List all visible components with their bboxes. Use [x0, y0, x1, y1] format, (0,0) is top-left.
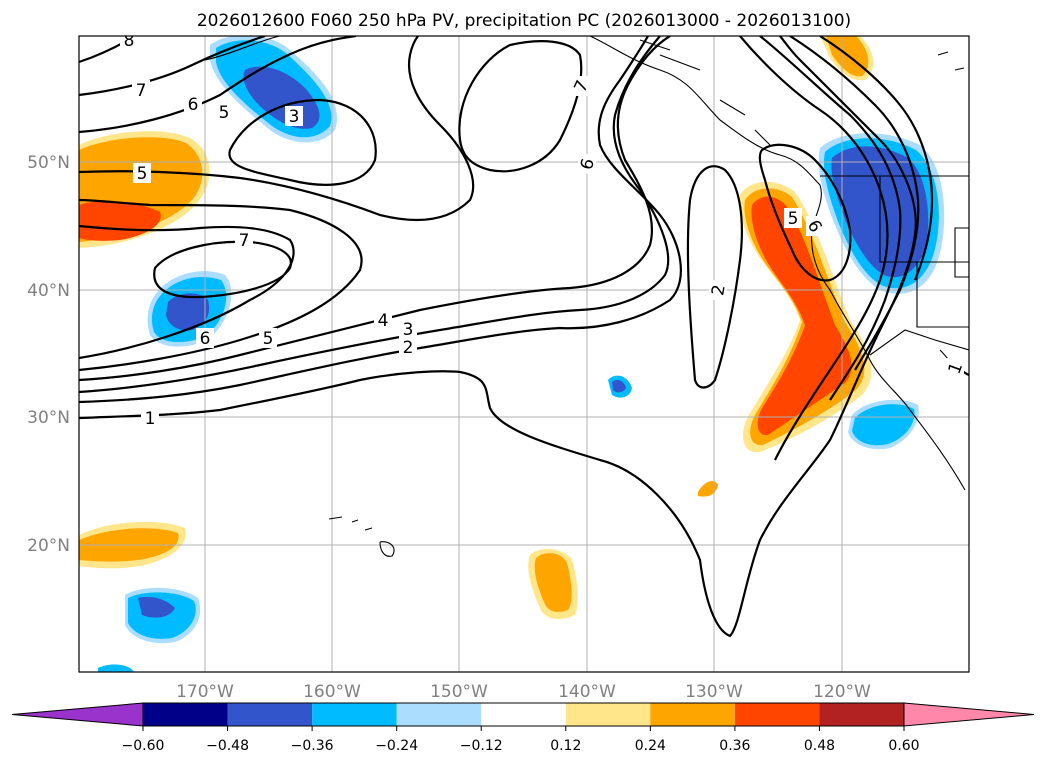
colorbar-tick-label: −0.48 — [206, 738, 249, 754]
contour-label: 6 — [200, 329, 211, 349]
colorbar-tick-label: 0.36 — [719, 738, 750, 754]
map-frame — [78, 35, 970, 673]
lon-label: 140°W — [558, 682, 616, 702]
colorbar-tick-label: 0.48 — [804, 738, 835, 754]
precip-blob — [98, 664, 134, 672]
precip-blob — [166, 293, 210, 331]
latitude-axis: 50°N 40°N 30°N 20°N — [27, 153, 70, 556]
contour-label: 3 — [289, 107, 300, 127]
colorbar-segment — [227, 703, 313, 726]
contour-label: 6 — [188, 95, 199, 115]
colorbar-tick-label: −0.12 — [460, 738, 503, 754]
colorbar-tick-label: −0.24 — [375, 738, 418, 754]
coastlines — [204, 36, 969, 557]
lon-label: 130°W — [685, 682, 743, 702]
colorbar: −0.60 −0.48 −0.36 −0.24 −0.12 0.12 0.24 0.36 0.4… — [11, 702, 1035, 754]
colorbar-segment — [565, 703, 651, 726]
colorbar-tick-label: −0.60 — [122, 738, 165, 754]
colorbar-segment — [396, 703, 482, 726]
precip-blob — [852, 404, 915, 446]
contour-label: 1 — [145, 409, 156, 429]
contour-label: 2 — [403, 338, 414, 358]
map-title: 2026012600 F060 250 hPa PV, precipitatio… — [197, 11, 851, 31]
lat-label: 50°N — [27, 153, 70, 173]
contour-label: 6 — [577, 156, 599, 172]
contour-label: 3 — [403, 320, 414, 340]
contour-label: 4 — [378, 311, 389, 331]
lon-label: 160°W — [303, 682, 361, 702]
contour-label: 5 — [137, 164, 148, 184]
colorbar-segment — [481, 703, 566, 726]
map-area: 8 7 6 5 3 5 7 6 5 4 3 2 1 7 — [79, 31, 969, 672]
lat-label: 30°N — [27, 408, 70, 428]
colorbar-extend-high — [903, 702, 1035, 727]
gridlines — [79, 36, 969, 672]
colorbar-segment — [312, 703, 397, 726]
colorbar-tick-label: −0.36 — [291, 738, 334, 754]
precip-blob — [698, 480, 718, 497]
contour-label: 5 — [219, 103, 230, 123]
lon-label: 120°W — [813, 682, 871, 702]
precip-blob — [612, 380, 626, 393]
colorbar-tick-label: 0.24 — [635, 738, 666, 754]
precip-blob — [534, 553, 572, 612]
colorbar-segment — [650, 703, 735, 726]
colorbar-tick-label: 0.12 — [550, 738, 581, 754]
longitude-axis: 170°W 160°W 150°W 140°W 130°W 120°W — [176, 682, 871, 702]
precip-blob — [138, 596, 175, 618]
colorbar-extend-low — [11, 702, 144, 727]
lon-label: 150°W — [430, 682, 488, 702]
contour-label: 7 — [239, 231, 250, 251]
contour-label-group: 8 7 6 5 3 5 7 6 5 4 3 2 1 7 — [120, 31, 967, 429]
colorbar-segment — [143, 703, 228, 726]
colorbar-tick-label: 0.60 — [888, 738, 919, 754]
contour-label: 8 — [124, 31, 135, 51]
contour-label: 2 — [708, 283, 730, 297]
colorbar-segment — [819, 703, 904, 726]
pv-contours — [79, 36, 969, 638]
colorbar-frame — [142, 702, 905, 727]
lat-label: 40°N — [27, 281, 70, 301]
contour-label: 5 — [788, 209, 799, 229]
lat-label: 20°N — [27, 536, 70, 556]
lon-label: 170°W — [176, 682, 234, 702]
contour-label: 7 — [136, 81, 147, 101]
colorbar-segment — [734, 703, 820, 726]
contour-label: 5 — [263, 329, 274, 349]
